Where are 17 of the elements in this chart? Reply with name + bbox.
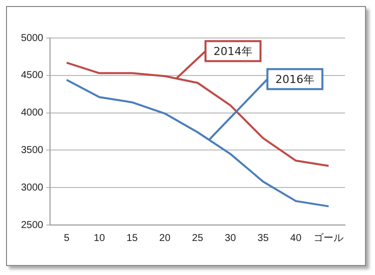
text: 2016年 <box>275 73 314 86</box>
x-tick-label: 20 <box>159 232 171 244</box>
x-tick-label: ゴール <box>314 232 344 244</box>
x-tick-label: 25 <box>192 232 204 244</box>
x-tick-label: 10 <box>94 232 106 244</box>
y-tick-label: 4500 <box>20 70 44 82</box>
y-tick-label: 3000 <box>20 182 44 194</box>
text: 2014年 <box>213 44 252 58</box>
x-tick-label: 40 <box>290 232 302 244</box>
y-tick-label: 3500 <box>20 144 44 156</box>
x-tick-label: 35 <box>258 232 270 244</box>
x-tick-label: 30 <box>224 232 236 244</box>
y-tick-label: 4000 <box>20 108 44 119</box>
y-tick-label: 2500 <box>20 220 44 231</box>
x-tick-label: 15 <box>126 232 138 244</box>
x-tick-label: 5 <box>64 232 70 244</box>
y-tick-label: 5000 <box>20 32 44 44</box>
